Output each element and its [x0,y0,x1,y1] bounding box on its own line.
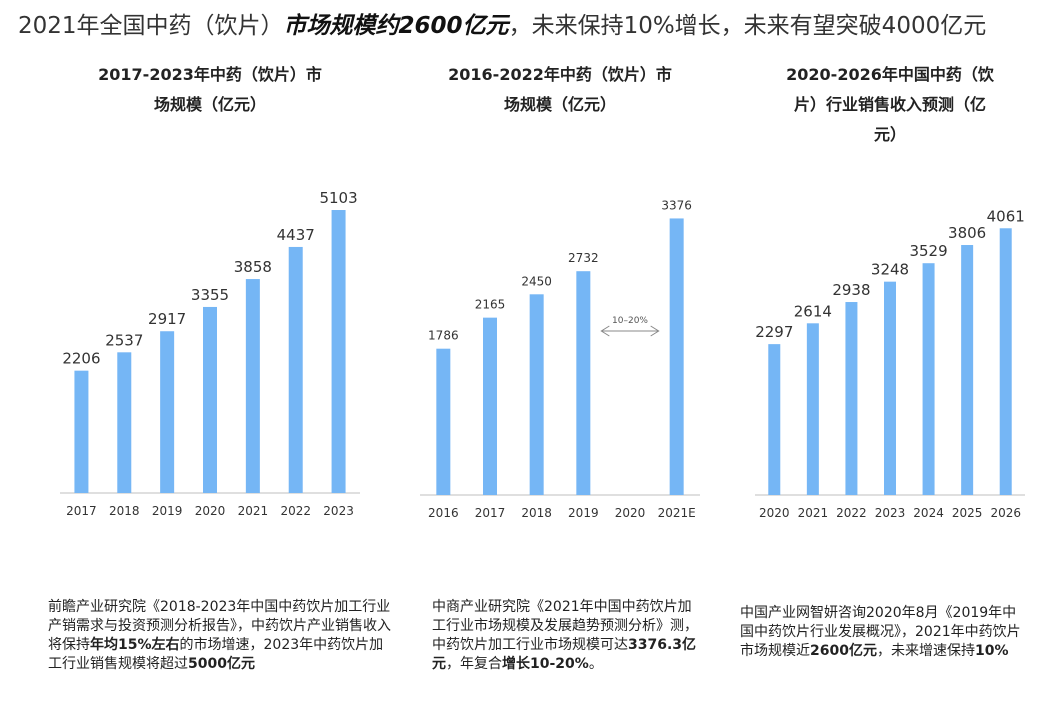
arrow-head-left [600,325,610,337]
data-label: 3355 [191,286,229,304]
bar-2019 [160,331,175,493]
chart-title-line: 2017-2023年中药（饮片）市 [98,65,322,84]
bar-2017 [483,317,497,495]
source-note: 前瞻产业研究院《2018-2023年中国中药饮片加工行业产销需求与投资预测分析报… [48,598,393,674]
data-label: 2938 [832,281,870,299]
data-label: 5103 [319,189,357,207]
headline-text: 2021年全国中药（饮片） [18,13,284,39]
chart-title: 2020-2026年中国中药（饮 片）行业销售收入预测（亿 元） [745,60,1035,150]
bar-2017 [74,370,89,493]
source-text: 前瞻产业研究院《2018-2023年中国中药饮片加工行业产销需求与投资预测分析报… [48,599,391,653]
x-tick-label: 2017 [66,504,97,518]
chart-title-line: 片）行业销售收入预测（亿 [793,95,986,114]
x-tick-label: 2022 [836,506,867,520]
data-label: 2206 [62,350,100,368]
x-tick-label: 2021E [658,506,696,520]
source-text: 中国产业网智妍咨询2020年8月《2019年中国中药饮片行业发展概况》，2021… [740,605,1021,659]
chart-panel-market-size-2017-2023: 2017-2023年中药（饮片）市 场规模（亿元） 2206 2017 2537 20… [40,58,380,528]
source-text: 。 [588,656,603,672]
bar-2024 [922,263,935,495]
bar-2022 [845,302,858,495]
bar-2021 [806,323,819,495]
source-highlight: 10% [974,643,1009,659]
chart-title-line: 元） [873,125,906,144]
data-label: 2732 [568,251,599,265]
x-tick-label: 2020 [615,506,646,520]
headline-emphasis: 市场规模约2600亿元 [283,13,509,39]
bar-2016 [436,348,451,495]
bar-2020 [768,344,781,495]
source-highlight: 2600亿元 [810,643,877,659]
bar-2019 [576,271,591,495]
data-label: 3806 [948,224,986,242]
data-label: 2614 [794,302,832,320]
x-tick-label: 2024 [913,506,944,520]
data-label: 3529 [909,242,947,260]
chart-title-line: 场规模（亿元） [153,95,266,114]
source-text: 中商产业研究院《2021年中国中药饮片加工行业市场规模及发展趋势预测分析》测，中… [432,599,698,653]
x-tick-label: 2021 [798,506,829,520]
bar-2021E [669,218,684,495]
chart-title: 2017-2023年中药（饮片）市 场规模（亿元） [40,60,380,120]
x-tick-label: 2020 [759,506,790,520]
x-tick-label: 2019 [568,506,599,520]
x-tick-label: 2019 [152,504,183,518]
x-tick-label: 2016 [428,506,459,520]
data-label: 2165 [475,298,506,312]
x-tick-label: 2021 [238,504,269,518]
data-label: 3858 [234,258,272,276]
source-highlight: 增长10-20% [502,656,589,672]
bar-chart: 2206 2017 2537 2018 2917 2019 3355 2020 3858 2021… [60,189,360,518]
bar-2025 [961,245,974,495]
bar-2020 [203,306,217,493]
source-text: ，年复合 [446,656,502,672]
headline-tail: ，未来保持10%增长，未来有望突破4000亿元 [508,13,987,39]
data-label: 4437 [277,226,315,244]
bar-2018 [529,294,544,495]
source-highlight: 年均15%左右 [90,637,180,653]
data-label: 2450 [521,274,552,288]
x-tick-label: 2020 [195,504,226,518]
bar-chart: 2297 2020 2614 2021 2938 2022 3248 2023 3529 2024… [755,207,1025,520]
x-tick-label: 2017 [475,506,506,520]
growth-annotation: 10–20% [600,316,660,337]
x-tick-label: 2023 [323,504,354,518]
chart-panel-revenue-forecast-2020-2026: 2020-2026年中国中药（饮 片）行业销售收入预测（亿 元） 2297 202… [745,58,1035,528]
data-label: 2537 [105,331,143,349]
annotation-label: 10–20% [612,316,648,326]
data-label: 2297 [755,323,793,341]
chart-title-line: 2020-2026年中国中药（饮 [786,65,994,84]
source-note: 中商产业研究院《2021年中国中药饮片加工行业市场规模及发展趋势预测分析》测，中… [432,598,700,674]
source-highlight: 5000亿元 [188,656,255,672]
x-tick-label: 2018 [109,504,140,518]
bar-2023 [884,281,896,495]
chart-title-line: 场规模（亿元） [503,95,616,114]
chart-title-line: 2016-2022年中药（饮片）市 [448,65,672,84]
source-highlight: 3376.3亿元 [432,637,697,672]
x-tick-label: 2018 [521,506,552,520]
bar-chart: 1786 2016 2165 2017 2450 2018 2732 2019 2020 3376… [420,198,700,520]
data-label: 3248 [871,261,909,279]
data-label: 3376 [661,198,692,212]
arrow-head-right [650,325,660,337]
x-tick-label: 2026 [990,506,1021,520]
x-tick-label: 2023 [875,506,906,520]
headline: 2021年全国中药（饮片）市场规模约2600亿元，未来保持10%增长，未来有望突… [18,10,1038,42]
bar-2023 [331,210,346,494]
bar-2026 [999,228,1012,495]
x-tick-label: 2025 [952,506,983,520]
data-label: 4061 [987,207,1025,225]
bar-2021 [245,279,260,493]
source-text: 的市场增速，2023年中药饮片加工行业销售规模将超过 [48,637,384,672]
bar-2022 [288,246,303,493]
chart-title: 2016-2022年中药（饮片）市 场规模（亿元） [410,60,710,120]
bar-2018 [117,352,132,493]
chart-panel-market-size-2016-2022: 2016-2022年中药（饮片）市 场规模（亿元） 1786 2016 2165 20… [410,58,710,528]
data-label: 1786 [428,329,459,343]
data-label: 2917 [148,310,186,328]
source-text: ，未来增速保持 [876,643,975,659]
source-note: 中国产业网智妍咨询2020年8月《2019年中国中药饮片行业发展概况》，2021… [740,604,1030,661]
x-tick-label: 2022 [280,504,311,518]
